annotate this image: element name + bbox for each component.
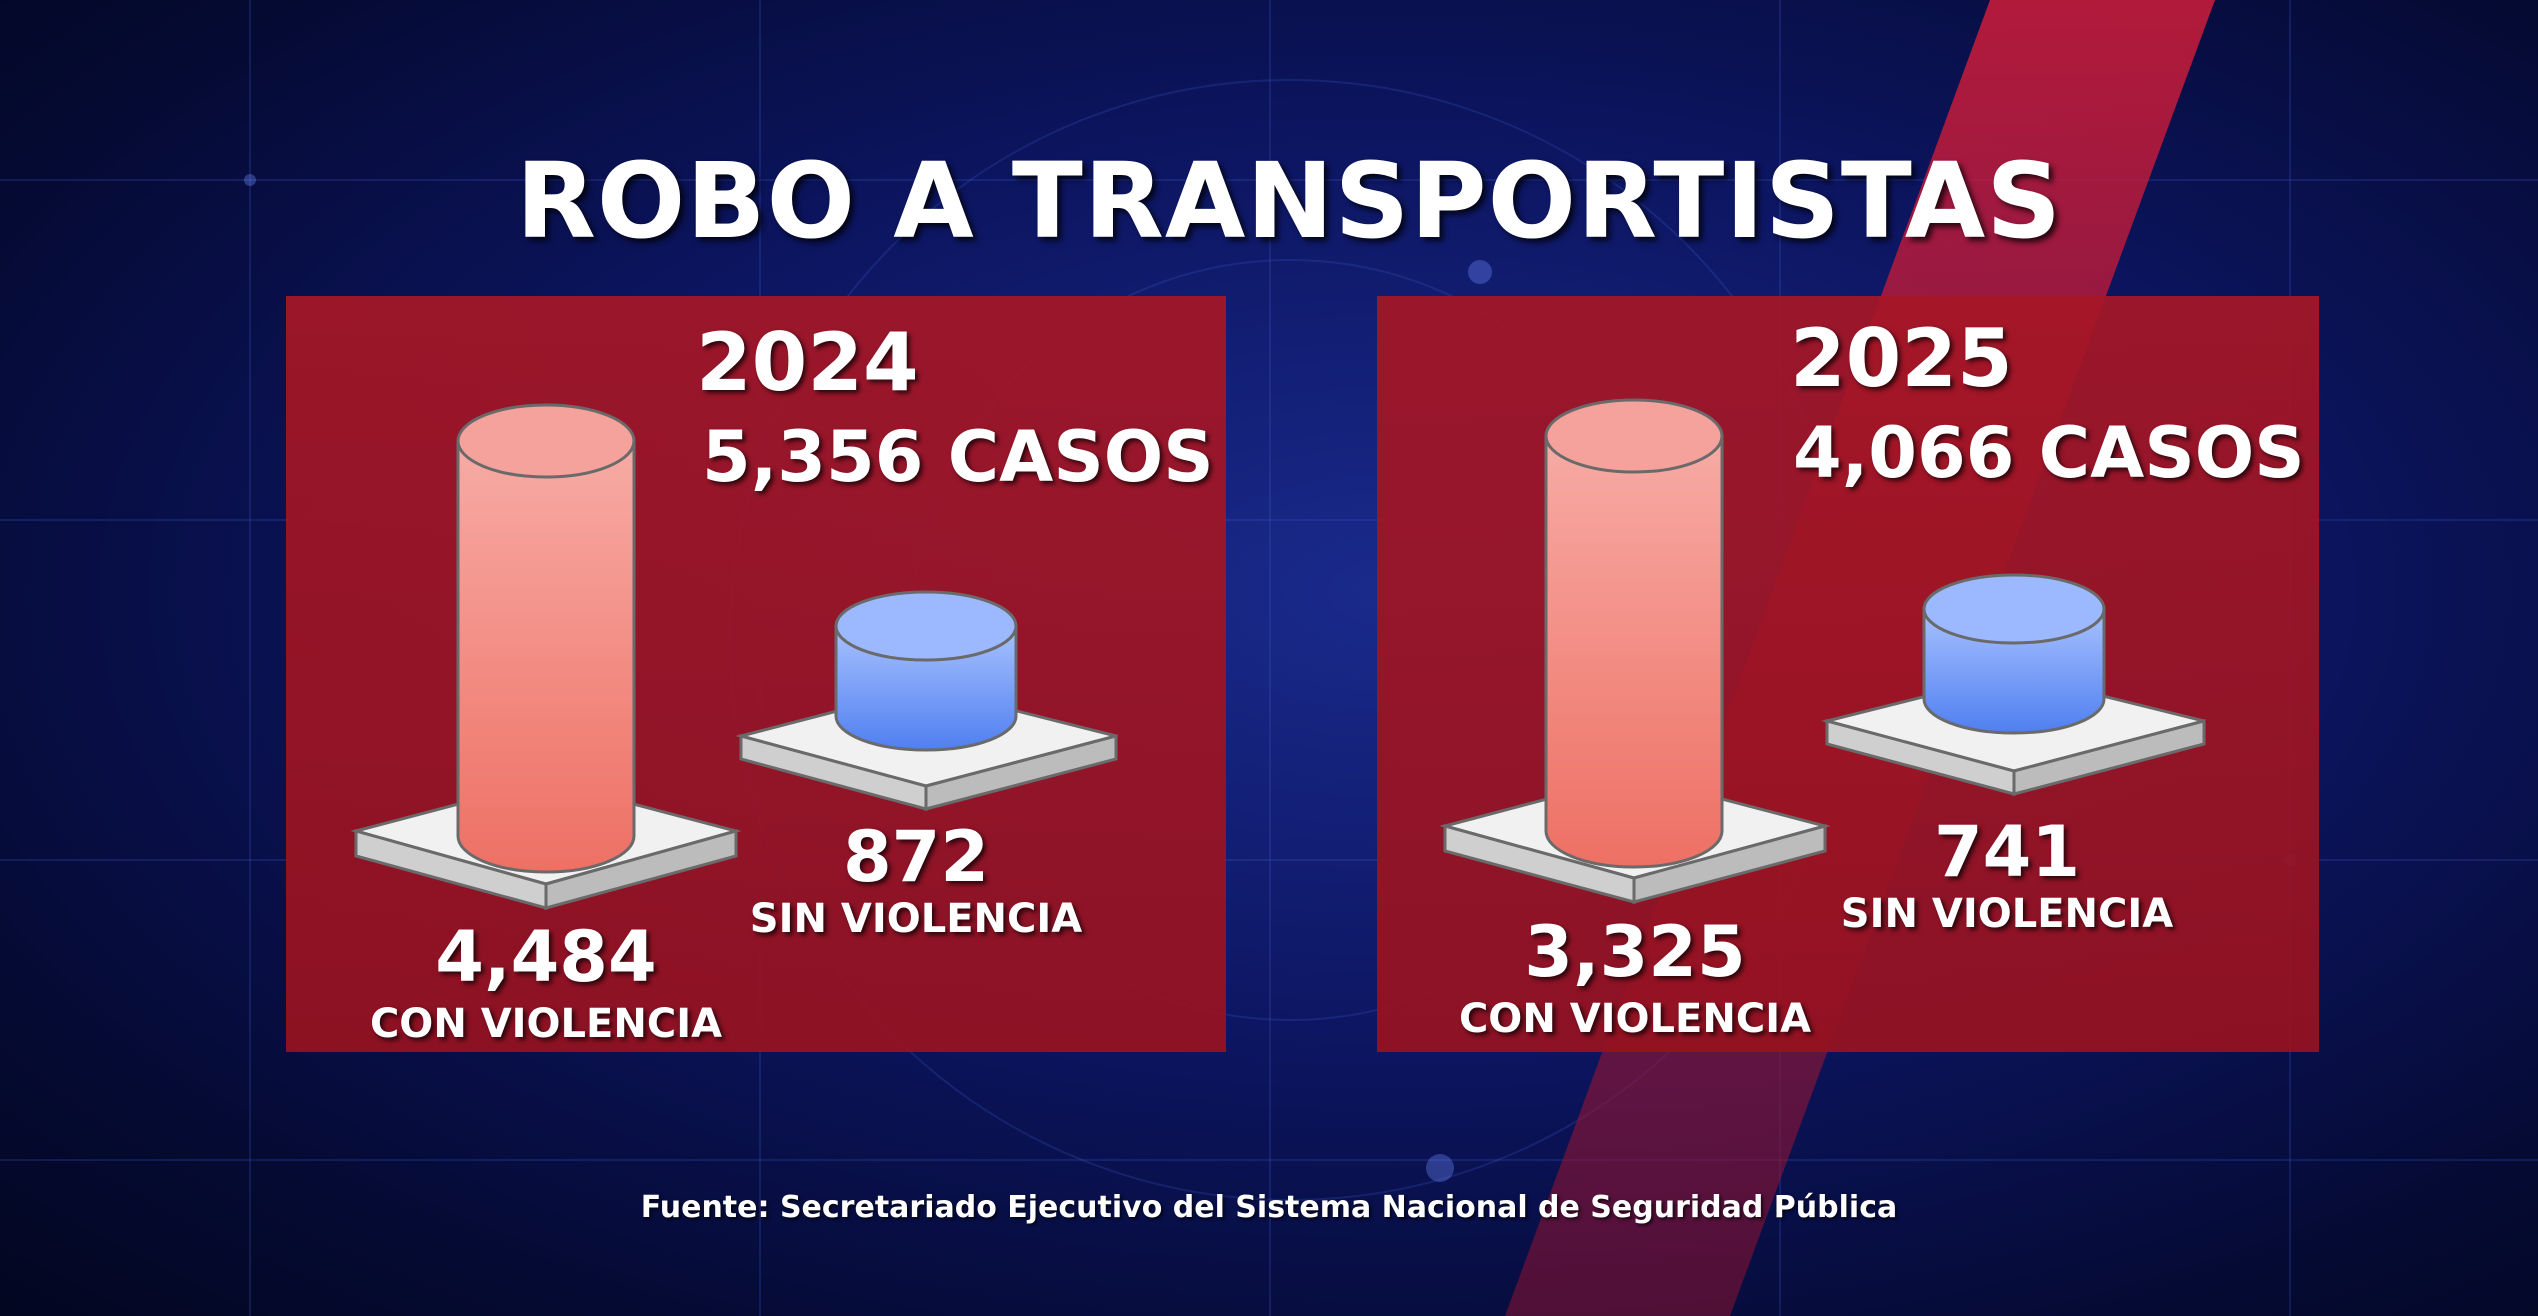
value-sin-violencia: 741 <box>1933 811 2081 893</box>
bar-con-violencia <box>1544 398 1724 869</box>
total-cases: 4,066 CASOS <box>1793 412 2305 494</box>
bar-sin-violencia <box>834 590 1018 752</box>
bars-2025 <box>1439 398 2206 904</box>
total-cases: 5,356 CASOS <box>702 416 1214 498</box>
label-con-violencia: CON VIOLENCIA <box>369 1001 723 1047</box>
value-sin-violencia: 872 <box>842 816 990 898</box>
bar-sin-violencia <box>1922 573 2106 735</box>
panel-2025: 2025 4,066 CASOS 741 SIN VIOLENCIA 3,325… <box>1377 296 2319 1052</box>
bars-2024 <box>350 403 1118 910</box>
page-title: ROBO A TRANSPORTISTAS <box>515 140 2063 262</box>
label-con-violencia: CON VIOLENCIA <box>1458 996 1812 1042</box>
bar-con-violencia <box>456 403 636 874</box>
label-sin-violencia: SIN VIOLENCIA <box>1840 891 2174 937</box>
panel-2024: 2024 5,356 CASOS 872 SIN VIOLENCIA 4,484… <box>286 296 1226 1052</box>
year-label: 2025 <box>1790 312 2013 405</box>
value-con-violencia: 4,484 <box>435 916 657 998</box>
year-label: 2024 <box>696 316 919 409</box>
source-note: Fuente: Secretariado Ejecutivo del Siste… <box>640 1190 1898 1225</box>
value-con-violencia: 3,325 <box>1524 911 1746 993</box>
label-sin-violencia: SIN VIOLENCIA <box>749 896 1083 942</box>
